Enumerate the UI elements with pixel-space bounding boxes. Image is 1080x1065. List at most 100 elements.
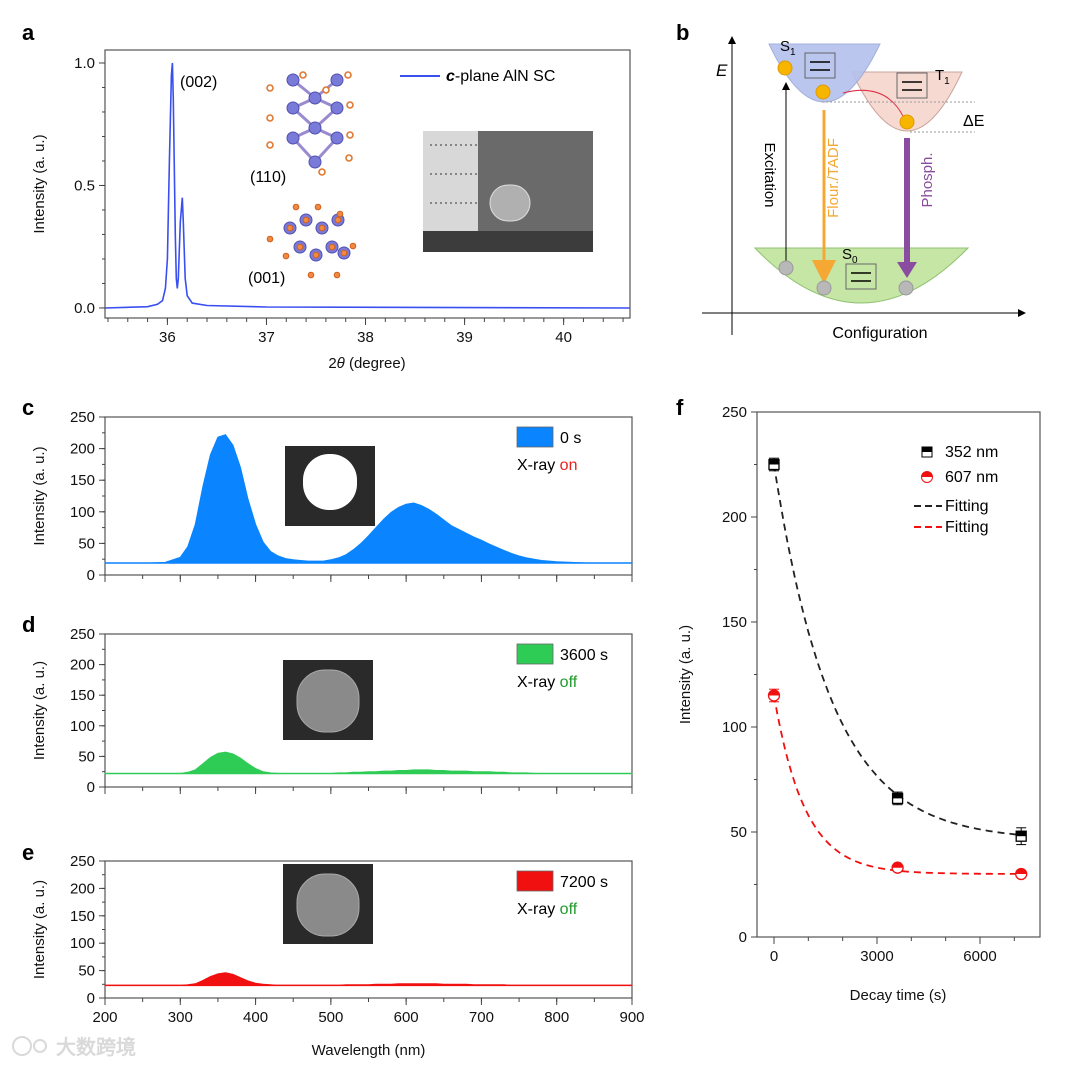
y-tick-label: 1.0 bbox=[74, 55, 95, 72]
x-tick-label: 200 bbox=[92, 1009, 117, 1026]
y-tick-label: 50 bbox=[78, 963, 95, 980]
y-tick-label: 200 bbox=[70, 657, 95, 674]
t1-label-main: T bbox=[935, 67, 944, 84]
xray-state: on bbox=[560, 457, 578, 474]
x-tick-label: 600 bbox=[394, 1009, 419, 1026]
n-atom bbox=[302, 216, 310, 224]
spin-box bbox=[896, 72, 928, 99]
legend-label-607nm: 607 nm bbox=[945, 469, 998, 486]
luminescence-photo-inset bbox=[283, 660, 373, 740]
n-atom bbox=[349, 242, 357, 250]
spin-box bbox=[804, 52, 836, 79]
y-axis-label: Intensity (a. u.) bbox=[31, 661, 48, 760]
n-atom bbox=[296, 243, 304, 251]
xray-state: off bbox=[560, 901, 578, 918]
y-tick-label: 150 bbox=[70, 472, 95, 489]
al-atom bbox=[330, 101, 344, 115]
y-axis-label: Intensity (a. u.) bbox=[677, 625, 694, 724]
legend-label-fit-black: Fitting bbox=[945, 498, 989, 515]
spin-state-box-icon bbox=[845, 263, 877, 290]
dim-crystal bbox=[296, 669, 360, 733]
spin-state-box-icon bbox=[804, 52, 836, 79]
y-tick-label: 200 bbox=[70, 880, 95, 897]
y-axis-label: Intensity (a. u.) bbox=[31, 134, 48, 233]
n-atom bbox=[345, 154, 353, 162]
n-atom bbox=[346, 131, 354, 139]
xray-status: X-ray off bbox=[517, 674, 578, 691]
fluorescence-label: Flour./TADF bbox=[825, 138, 842, 218]
y-tick-label: 200 bbox=[70, 441, 95, 458]
y-tick-label: 50 bbox=[78, 535, 95, 552]
data-point-fill bbox=[892, 862, 904, 868]
n-atom bbox=[286, 224, 294, 232]
x-label-suffix: (degree) bbox=[345, 355, 406, 372]
legend-label: 7200 s bbox=[560, 874, 608, 891]
spectrum-area bbox=[104, 434, 633, 564]
excited-electron-icon bbox=[899, 114, 915, 130]
legend-label: 3600 s bbox=[560, 647, 608, 664]
x-tick-label: 0 bbox=[770, 948, 778, 965]
n-atom bbox=[266, 114, 274, 122]
y-tick-label: 0 bbox=[87, 779, 95, 796]
configuration-axis-label: Configuration bbox=[832, 325, 927, 342]
y-tick-label: 250 bbox=[70, 853, 95, 870]
xray-state: off bbox=[560, 674, 578, 691]
n-atom bbox=[333, 271, 341, 279]
bright-crystal bbox=[303, 454, 357, 510]
plot-frame bbox=[756, 411, 1041, 938]
y-tick-label: 100 bbox=[722, 719, 747, 736]
x-tick-label: 6000 bbox=[963, 948, 996, 965]
n-atom bbox=[266, 235, 274, 243]
y-axis-label: Intensity (a. u.) bbox=[31, 880, 48, 979]
spin-state-box-icon bbox=[896, 72, 928, 99]
excitation-label: Excitation bbox=[761, 142, 778, 207]
s0-label-main: S bbox=[842, 246, 852, 263]
peak-annotation: (002) bbox=[180, 74, 217, 91]
y-tick-label: 0.0 bbox=[74, 300, 95, 317]
xray-status: X-ray off bbox=[517, 901, 578, 918]
s0-well bbox=[753, 247, 970, 304]
y-tick-label: 250 bbox=[70, 409, 95, 426]
data-point-fill bbox=[768, 459, 779, 465]
y-tick-label: 50 bbox=[730, 824, 747, 841]
s0-label-sub: 0 bbox=[852, 255, 858, 266]
n-atom bbox=[346, 101, 354, 109]
t1-label: T1 bbox=[935, 67, 950, 87]
n-atom bbox=[322, 86, 330, 94]
xray-label: X-ray bbox=[517, 901, 560, 918]
watermark-logo: 大数跨境 bbox=[12, 1035, 136, 1059]
s0-label: S0 bbox=[842, 246, 858, 266]
legend-swatch bbox=[516, 643, 554, 665]
spectrum-area bbox=[104, 751, 633, 775]
n-atom bbox=[334, 216, 342, 224]
spin-box bbox=[845, 263, 877, 290]
n-atom bbox=[344, 71, 352, 79]
ground-state-electron-icon bbox=[778, 260, 794, 276]
panel-f-decay: 0 50 100 150 200 250 0 3000 6000 Intensity (a. u.… bbox=[677, 404, 1041, 1004]
isc-arrow bbox=[842, 89, 904, 117]
legend-swatch bbox=[516, 426, 554, 448]
al-atom bbox=[286, 73, 300, 87]
legend-label: 0 s bbox=[560, 430, 581, 447]
al-atom bbox=[330, 131, 344, 145]
x-tick-label: 38 bbox=[357, 329, 374, 346]
excited-electron-icon bbox=[815, 84, 831, 100]
al-atom bbox=[286, 131, 300, 145]
phosphorescence-arrowhead bbox=[897, 262, 917, 278]
x-tick-label: 400 bbox=[243, 1009, 268, 1026]
legend-marker-fill bbox=[921, 471, 933, 477]
legend-rest: -plane AlN SC bbox=[455, 68, 556, 85]
n-atom bbox=[312, 251, 320, 259]
y-tick-label: 250 bbox=[722, 404, 747, 421]
plot-frame bbox=[104, 49, 631, 319]
al-atom bbox=[308, 121, 322, 135]
y-tick-label: 0.5 bbox=[74, 177, 95, 194]
legend-bold: c bbox=[446, 68, 455, 85]
t1-label-sub: 1 bbox=[944, 76, 950, 87]
panel-e-spectrum: 0 50 100 150 200 250 200 300 400 500 600 700 800 900 I… bbox=[31, 853, 645, 1059]
energy-axis-label: E bbox=[716, 61, 728, 80]
x-axis-label: Wavelength (nm) bbox=[312, 1042, 426, 1059]
panel-letter-e: e bbox=[22, 840, 34, 865]
al-atom bbox=[286, 101, 300, 115]
